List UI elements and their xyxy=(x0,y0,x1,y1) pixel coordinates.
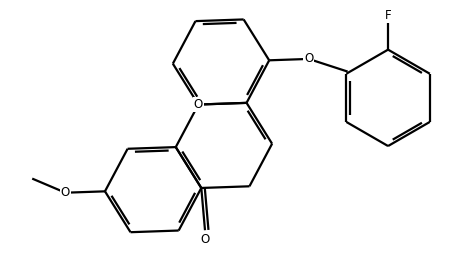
Text: F: F xyxy=(385,8,391,22)
Text: O: O xyxy=(201,233,210,246)
Text: O: O xyxy=(61,186,70,199)
Text: O: O xyxy=(194,98,203,111)
Text: O: O xyxy=(304,52,313,66)
